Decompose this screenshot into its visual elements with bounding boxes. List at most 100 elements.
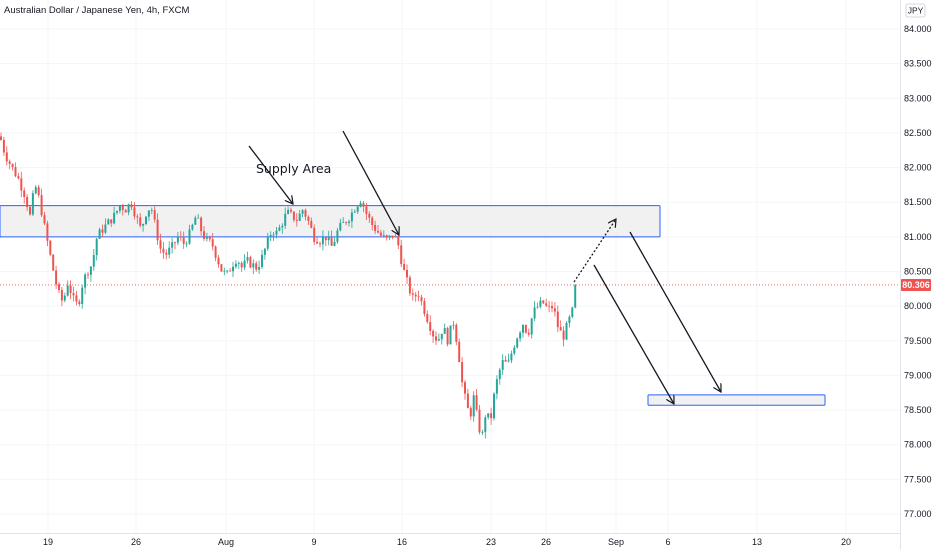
candle-body — [385, 235, 388, 238]
candle-body — [487, 413, 490, 418]
grid — [0, 0, 900, 533]
currency-badge[interactable] — [905, 3, 926, 18]
candle-body — [443, 328, 446, 334]
candle-body — [66, 285, 69, 296]
candle-body — [437, 339, 440, 341]
candle-body — [162, 248, 165, 253]
candle-body — [176, 236, 179, 243]
price-tick-label: 79.000 — [904, 370, 932, 380]
candle-body — [104, 224, 107, 233]
candle-body — [382, 235, 385, 236]
candle-body — [522, 325, 524, 333]
candle-body — [553, 308, 556, 312]
candle-body — [284, 213, 287, 226]
candle-body — [472, 395, 475, 417]
candle-body — [475, 395, 478, 410]
candle-body — [220, 264, 223, 272]
candle-body — [113, 212, 116, 224]
candle-body — [516, 338, 519, 348]
price-tick-label: 78.000 — [904, 440, 932, 450]
candle-body — [495, 379, 498, 394]
candle-body — [159, 240, 162, 249]
candle-body — [89, 266, 92, 275]
candle-body — [397, 236, 400, 246]
dotted-arrow[interactable] — [573, 219, 616, 283]
candle-body — [307, 216, 310, 221]
candle-body — [411, 293, 414, 295]
candle-body — [498, 369, 501, 380]
candle-body — [98, 229, 101, 239]
candle-body — [319, 243, 321, 245]
candle-body — [365, 206, 368, 214]
price-tick-label: 77.500 — [904, 474, 932, 484]
candle-body — [539, 300, 542, 307]
candle-body — [429, 322, 432, 331]
candle-body — [58, 284, 60, 290]
candle-body — [234, 263, 237, 267]
candle-body — [414, 294, 417, 297]
candle-body — [34, 187, 37, 194]
candle-body — [243, 260, 246, 268]
time-tick-label: Sep — [608, 537, 624, 547]
candle-body — [527, 332, 530, 335]
price-tick-label: 81.000 — [904, 232, 932, 242]
candle-body — [165, 252, 168, 255]
supply-zone[interactable] — [0, 205, 661, 238]
candle-body — [371, 217, 374, 226]
price-axis[interactable]: 84.000 83.500 83.000 82.500 82.000 81.500 81.0… — [904, 24, 932, 519]
candle-body — [142, 224, 145, 226]
candle-body — [124, 209, 127, 213]
candle-body — [269, 235, 272, 238]
candle-body — [478, 409, 481, 433]
candle-body — [11, 163, 14, 168]
candle-body — [78, 301, 81, 305]
candle-body — [321, 236, 324, 245]
candle-body — [95, 238, 98, 256]
candle-body — [324, 236, 327, 241]
trend-arrow[interactable] — [593, 264, 674, 404]
trend-arrow[interactable] — [248, 145, 293, 204]
time-tick-label: 26 — [541, 537, 551, 547]
candle-body — [368, 213, 371, 218]
candle-body — [481, 432, 484, 433]
candle-body — [281, 225, 284, 228]
candle-body — [556, 311, 559, 328]
trend-arrow[interactable] — [342, 130, 399, 235]
candle-body — [336, 230, 339, 242]
trend-arrow[interactable] — [629, 231, 721, 392]
candle-body — [121, 205, 124, 210]
candle-body — [2, 139, 5, 153]
candle-body — [261, 254, 263, 267]
candle-body — [240, 262, 243, 268]
price-tick-label: 80.500 — [904, 267, 932, 277]
candle-body — [8, 161, 11, 164]
candle-body — [214, 246, 217, 258]
candle-body — [258, 266, 261, 270]
candle-body — [446, 328, 449, 345]
candle-body — [171, 242, 174, 248]
chart-title: Australian Dollar / Japanese Yen, 4h, FX… — [4, 5, 189, 16]
candle-body — [26, 196, 29, 208]
candle-body — [452, 324, 455, 326]
target-zone[interactable] — [647, 394, 826, 406]
candle-body — [110, 219, 113, 224]
candle-body — [188, 229, 191, 244]
time-axis[interactable]: 19 26 Aug 9 16 23 26 Sep 6 13 20 — [43, 537, 851, 547]
candle-body — [246, 257, 249, 261]
candle-body — [191, 224, 194, 230]
candle-body — [342, 222, 345, 223]
candle-body — [133, 207, 136, 217]
candle-body — [23, 190, 26, 197]
candle-body — [469, 408, 472, 417]
candle-body — [52, 254, 55, 271]
candle-body — [353, 211, 356, 213]
candle-body — [565, 322, 568, 340]
candle-body — [0, 136, 2, 140]
candle-body — [46, 223, 49, 241]
price-tick-label: 82.000 — [904, 163, 932, 173]
candle-body — [116, 210, 118, 213]
candle-body — [29, 207, 31, 215]
candle-body — [92, 255, 95, 267]
time-tick-label: 9 — [311, 537, 316, 547]
